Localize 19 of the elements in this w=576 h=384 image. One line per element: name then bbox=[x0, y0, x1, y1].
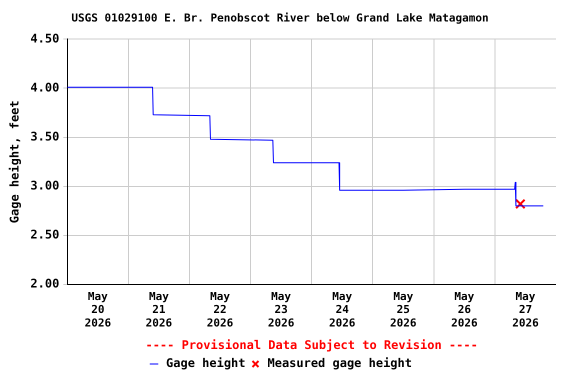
x-tick-label: May 27 2026 bbox=[512, 290, 540, 330]
x-tick-label: May 26 2026 bbox=[451, 290, 478, 330]
x-tick-label: May 24 2026 bbox=[328, 290, 356, 330]
y-tick-label: 4.50 bbox=[30, 31, 60, 46]
text: ---- Provisional Data Subject to Revision ---- bbox=[145, 338, 478, 352]
x-tick-label: May 25 2026 bbox=[390, 290, 417, 330]
y-tick-label: 3.00 bbox=[30, 178, 60, 192]
x-tick-label: May 23 2026 bbox=[268, 290, 295, 330]
y-axis-title: Gage height, feet bbox=[7, 100, 22, 224]
y-tick-label: 4.00 bbox=[30, 80, 60, 94]
legend-label: Gage height bbox=[166, 356, 246, 370]
x-tick-label: May 20 2026 bbox=[84, 290, 112, 330]
y-tick-label: 3.50 bbox=[30, 129, 60, 144]
x-tick-label: May 22 2026 bbox=[206, 290, 234, 330]
y-tick-label: 2.00 bbox=[30, 276, 60, 291]
x-tick-label: May 21 2026 bbox=[146, 290, 173, 330]
chart-title: USGS 01029100 E. Br. Penobscot River below Grand Lake Matagamon bbox=[71, 11, 489, 24]
legend-label: Measured gage height bbox=[267, 356, 412, 370]
y-tick-label: 2.50 bbox=[30, 227, 60, 242]
